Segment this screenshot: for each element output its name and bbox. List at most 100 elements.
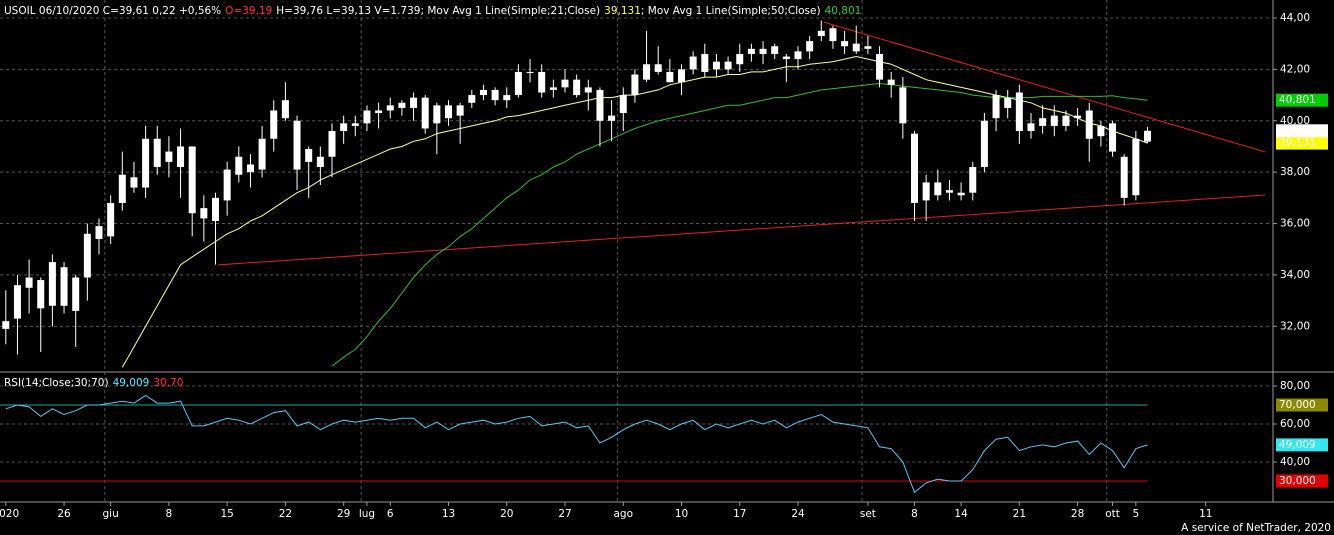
price-tag-label: 39,131: [1279, 137, 1316, 149]
x-tick-label: ott: [1105, 508, 1120, 520]
x-tick-label: 2020: [0, 508, 19, 520]
candle-body: [526, 71, 534, 73]
candle-body: [60, 267, 68, 306]
candle-body: [887, 79, 895, 85]
x-tick-label: 17: [733, 508, 746, 520]
candle-body: [445, 105, 452, 119]
candle-body: [573, 79, 581, 96]
header-segment: USOIL 06/10/2020 C=39,61 0,22 +0,56%: [4, 5, 221, 17]
candle-body: [340, 123, 348, 132]
candle-body: [48, 262, 56, 306]
x-tick-label: 13: [442, 508, 455, 520]
candle-body: [1027, 123, 1035, 132]
candle-body: [852, 43, 860, 52]
header-segment: 40,801: [825, 5, 862, 17]
candle-body: [375, 110, 383, 114]
x-tick-label: 24: [791, 508, 805, 520]
candle-body: [188, 146, 196, 214]
candle-body: [747, 48, 755, 54]
x-tick-label: 6: [387, 508, 394, 520]
candle-body: [386, 105, 394, 111]
candle-body: [1050, 115, 1058, 126]
candle-body: [235, 156, 243, 175]
moving-average: [331, 82, 1148, 367]
trendline: [823, 21, 1266, 153]
candle-body: [654, 64, 662, 72]
candle-body: [864, 46, 872, 49]
candle-body: [934, 182, 942, 196]
candle-body: [2, 321, 10, 329]
candle-body: [1109, 123, 1117, 152]
candle-body: [142, 138, 150, 188]
candle-body: [678, 69, 685, 83]
x-tick-label: 20: [500, 508, 513, 520]
candle-body: [782, 56, 790, 60]
candle-body: [514, 71, 522, 96]
y-tick-label: 60,00: [1280, 418, 1310, 430]
candle-body: [736, 53, 744, 65]
header-segment: ; Mov Avg 1 Line(Simple;50;Close): [641, 5, 821, 17]
y-tick-label: 34,00: [1280, 269, 1310, 281]
x-tick-label: 10: [675, 508, 688, 520]
candle-body: [13, 285, 21, 319]
candle-body: [491, 89, 499, 101]
candle-body: [759, 48, 767, 54]
candle-body: [246, 164, 254, 173]
candle-body: [83, 233, 91, 278]
y-tick-label: 40,00: [1280, 456, 1310, 468]
price-tag: [1276, 136, 1328, 150]
x-tick-label: set: [860, 508, 876, 520]
x-tick-label: 22: [279, 508, 292, 520]
x-tick-label: 28: [1071, 508, 1084, 520]
candle-body: [95, 226, 103, 239]
candle-body: [363, 110, 371, 124]
candle-body: [212, 197, 219, 221]
candle-body: [1062, 115, 1070, 126]
candle-body: [631, 74, 639, 96]
price-tag: [1276, 398, 1328, 412]
x-tick-label: 14: [954, 508, 968, 520]
header-segment: 30,70: [153, 377, 183, 389]
candle-body: [130, 177, 138, 188]
candle-body: [689, 56, 697, 70]
y-tick-label: 40,00: [1280, 115, 1310, 127]
candle-body: [1097, 125, 1105, 137]
x-tick-label: 5: [1133, 508, 1140, 520]
candle-body: [724, 61, 732, 70]
candle-body: [1085, 110, 1093, 139]
x-tick-label: 21: [1013, 508, 1026, 520]
candle-body: [118, 174, 126, 203]
candle-body: [549, 87, 557, 90]
header-segment: 39,131: [604, 5, 641, 17]
candle-body: [328, 131, 336, 157]
price-tag-label: 49,009: [1279, 439, 1316, 451]
trendline: [217, 194, 1266, 266]
candle-body: [794, 51, 802, 60]
candle-body: [561, 79, 569, 88]
price-tag: [1276, 93, 1328, 107]
candle-body: [1132, 138, 1140, 196]
candle-body: [911, 133, 918, 203]
candle-body: [165, 151, 173, 162]
candle-body: [584, 87, 592, 93]
candle-body: [305, 149, 313, 162]
x-tick-label: giu: [103, 508, 119, 520]
candle-body: [200, 208, 208, 219]
candle-body: [619, 95, 627, 114]
candle-body: [817, 30, 825, 36]
candle-body: [410, 97, 418, 108]
candle-body: [608, 115, 616, 121]
rsi-line: [5, 394, 1148, 494]
candle-body: [771, 46, 779, 54]
candle-body: [538, 71, 546, 93]
candle-body: [72, 277, 80, 311]
header: USOIL 06/10/2020 C=39,61 0,22 +0,56% O=39…: [4, 5, 861, 17]
candle-body: [1144, 130, 1151, 142]
price-tag-label: 70,000: [1279, 399, 1316, 411]
candle-body: [922, 182, 930, 201]
candle-body: [957, 192, 965, 196]
candle-body: [456, 105, 464, 116]
y-tick-label: 36,00: [1280, 218, 1310, 230]
candle-body: [258, 138, 266, 170]
